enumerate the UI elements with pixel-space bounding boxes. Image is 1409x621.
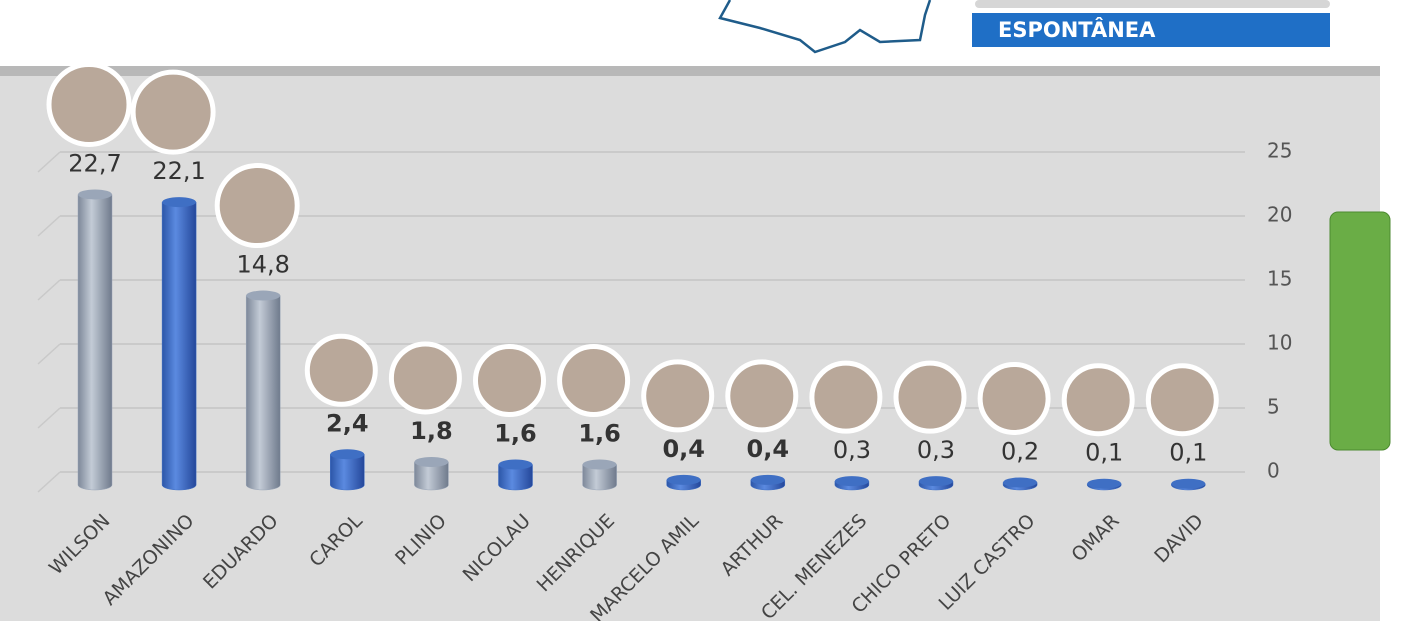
- value-label: 1,6: [494, 420, 537, 448]
- candidate-photo: [977, 361, 1051, 435]
- candidate-photo: [388, 341, 462, 415]
- grid-line-depth: [37, 407, 61, 429]
- bar: [582, 464, 617, 491]
- bar-top: [666, 474, 701, 485]
- grid-line-depth: [37, 471, 61, 493]
- candidate-photo: [557, 344, 631, 418]
- y-tick-label: 20: [1267, 203, 1292, 227]
- y-tick-label: 25: [1267, 139, 1292, 163]
- bar: [414, 461, 449, 491]
- bar: [161, 201, 197, 491]
- bar-top: [78, 189, 112, 200]
- value-label: 22,7: [68, 149, 121, 177]
- candidate-photo: [130, 69, 216, 155]
- side-tab: [1329, 211, 1391, 451]
- y-tick-label: 0: [1267, 459, 1280, 483]
- candidate-photo: [46, 61, 132, 147]
- value-label: 2,4: [326, 409, 369, 437]
- candidate-photo: [473, 344, 546, 418]
- value-label: 14,8: [236, 251, 289, 279]
- bar: [498, 464, 533, 491]
- bar-top: [498, 459, 533, 470]
- plot-background: [0, 70, 1380, 621]
- grid-line-depth: [37, 279, 61, 301]
- bar: [245, 295, 281, 491]
- map-outline: [718, 0, 932, 54]
- value-label: 0,1: [1085, 439, 1123, 467]
- value-label: 0,2: [1001, 437, 1039, 465]
- bar-top: [834, 476, 869, 487]
- bar-top: [414, 456, 449, 467]
- bar-top: [1087, 478, 1122, 489]
- bar-top: [919, 476, 953, 487]
- value-label: 22,1: [152, 157, 205, 185]
- header-box: [972, 13, 1330, 47]
- value-label: 1,6: [578, 420, 621, 448]
- bar-top: [162, 197, 197, 208]
- candidate-photo: [304, 333, 378, 407]
- candidate-photo: [809, 360, 883, 434]
- bar-top: [1171, 478, 1206, 489]
- top-border: [0, 66, 1380, 76]
- value-label: 1,8: [410, 417, 453, 445]
- value-label: 0,3: [917, 436, 955, 464]
- value-label: 0,1: [1169, 439, 1207, 467]
- candidate-photo: [214, 163, 300, 249]
- bar-top: [330, 449, 365, 460]
- bar: [330, 454, 365, 491]
- y-tick-label: 10: [1267, 331, 1292, 355]
- candidate-photo: [641, 359, 715, 433]
- grid-line-depth: [37, 151, 61, 173]
- grid-line-depth: [37, 343, 61, 365]
- value-label: 0,3: [833, 436, 871, 464]
- y-tick-label: 15: [1267, 267, 1292, 291]
- candidate-photo: [725, 359, 799, 433]
- bar-top: [246, 290, 281, 301]
- header-bar: [975, 0, 1330, 8]
- value-label: 0,4: [747, 435, 790, 463]
- value-label: 0,4: [662, 435, 705, 463]
- bar-top: [582, 459, 617, 470]
- bar: [77, 194, 113, 491]
- candidate-photo: [893, 360, 967, 434]
- bar-top: [1003, 477, 1038, 488]
- candidate-photo: [1145, 363, 1219, 437]
- candidate-photo: [1061, 363, 1135, 437]
- grid-line-depth: [37, 215, 61, 237]
- bar-top: [750, 474, 785, 485]
- header-label: ESPONTÂNEA: [998, 17, 1156, 42]
- y-tick-label: 5: [1267, 395, 1280, 419]
